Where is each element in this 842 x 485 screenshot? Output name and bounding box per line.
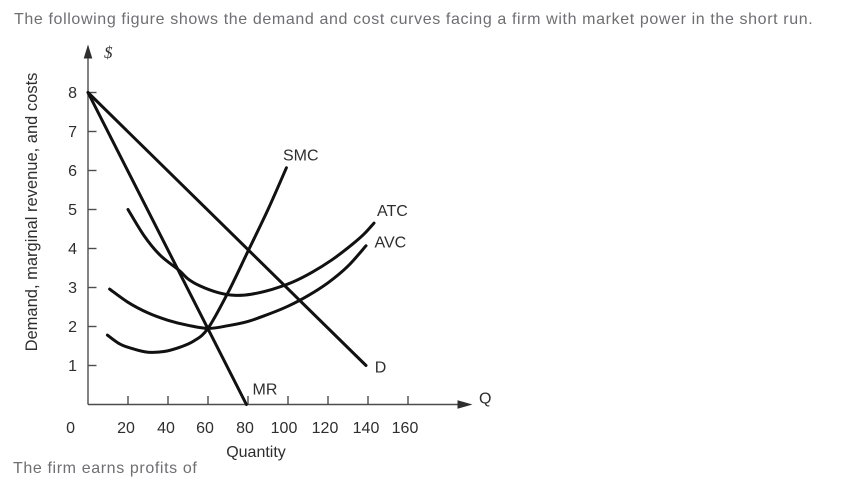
svg-text:D: D <box>375 360 387 377</box>
svg-text:Q: Q <box>479 391 491 408</box>
svg-text:100: 100 <box>271 420 298 437</box>
svg-text:2: 2 <box>68 319 77 336</box>
svg-text:60: 60 <box>196 420 214 437</box>
svg-text:6: 6 <box>68 163 77 180</box>
svg-text:1: 1 <box>68 358 77 375</box>
svg-text:$: $ <box>104 43 113 62</box>
svg-text:Demand, marginal revenue, and: Demand, marginal revenue, and costs <box>23 73 41 352</box>
svg-text:ATC: ATC <box>377 203 408 220</box>
svg-text:MR: MR <box>253 382 278 399</box>
svg-text:AVC: AVC <box>375 235 407 252</box>
svg-text:120: 120 <box>312 420 339 437</box>
svg-text:140: 140 <box>353 420 380 437</box>
svg-text:8: 8 <box>68 85 77 102</box>
svg-text:20: 20 <box>117 420 135 437</box>
svg-text:3: 3 <box>68 280 77 297</box>
svg-text:Quantity: Quantity <box>226 444 286 461</box>
svg-text:160: 160 <box>392 420 419 437</box>
svg-text:0: 0 <box>66 420 75 437</box>
svg-text:5: 5 <box>68 202 77 219</box>
svg-text:4: 4 <box>68 241 77 258</box>
svg-text:SMC: SMC <box>283 148 319 165</box>
svg-text:7: 7 <box>68 124 77 141</box>
svg-text:80: 80 <box>236 420 254 437</box>
svg-text:40: 40 <box>157 420 175 437</box>
